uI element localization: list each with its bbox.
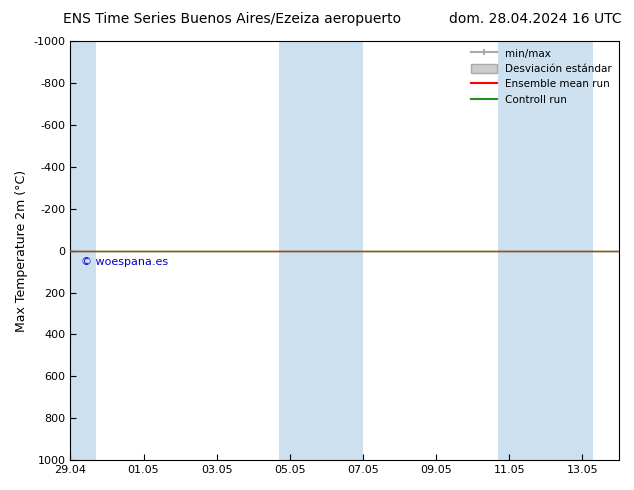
Y-axis label: Max Temperature 2m (°C): Max Temperature 2m (°C): [15, 170, 28, 332]
Text: © woespana.es: © woespana.es: [81, 257, 169, 267]
Text: dom. 28.04.2024 16 UTC: dom. 28.04.2024 16 UTC: [449, 12, 621, 26]
Text: ENS Time Series Buenos Aires/Ezeiza aeropuerto: ENS Time Series Buenos Aires/Ezeiza aero…: [63, 12, 401, 26]
Bar: [70, 41, 96, 460]
Bar: [279, 41, 363, 460]
Legend: min/max, Desviación estándar, Ensemble mean run, Controll run: min/max, Desviación estándar, Ensemble m…: [467, 44, 616, 109]
Bar: [498, 41, 593, 460]
